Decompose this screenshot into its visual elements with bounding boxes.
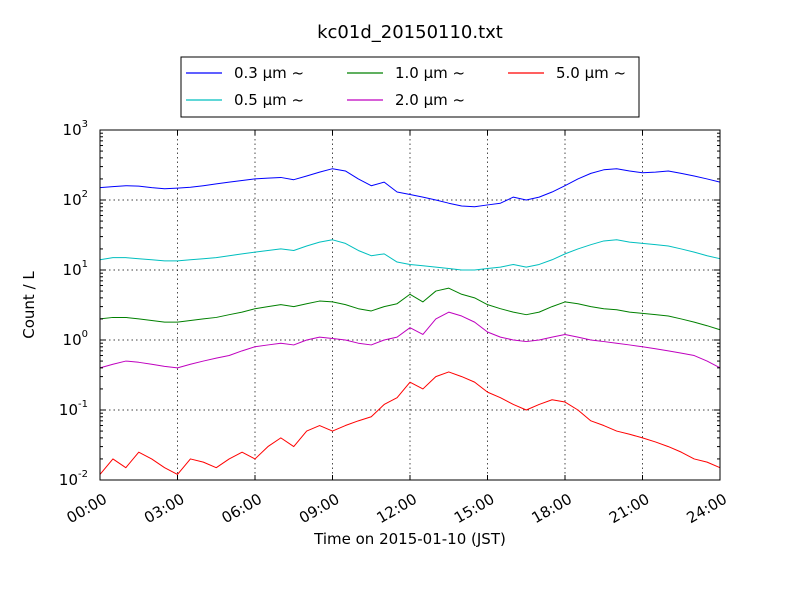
legend-label: 2.0 μm ~ <box>395 91 465 109</box>
y-tick-label: 102 <box>63 189 88 209</box>
y-axis-label: Count / L <box>20 271 38 339</box>
legend-item: 0.5 μm ~ <box>186 91 304 109</box>
series-line-4 <box>99 371 721 475</box>
chart-title: kc01d_20150110.txt <box>317 22 503 43</box>
legend-box <box>180 56 640 118</box>
legend: 0.3 μm ~ 0.5 μm ~ 1.0 μm ~ 2.0 μm ~ 5.0 μm ~ <box>180 56 640 118</box>
axis-ticks <box>99 129 721 481</box>
y-tick-label: 103 <box>63 119 88 139</box>
y-tick-label: 100 <box>63 329 88 349</box>
legend-label: 0.5 μm ~ <box>234 91 304 109</box>
series-line-0 <box>99 168 721 208</box>
series-line-3 <box>99 311 721 369</box>
legend-item: 0.3 μm ~ <box>186 64 304 82</box>
y-tick-label: 10-1 <box>59 399 88 419</box>
series-line-1 <box>99 239 721 271</box>
legend-item: 2.0 μm ~ <box>347 91 465 109</box>
legend-label: 0.3 μm ~ <box>234 64 304 82</box>
y-tick-labels: 10-2 10-1 100 101 102 103 <box>59 119 88 489</box>
legend-item: 5.0 μm ~ <box>508 64 626 82</box>
legend-label: 5.0 μm ~ <box>556 64 626 82</box>
y-tick-label: 10-2 <box>59 469 88 489</box>
legend-item: 1.0 μm ~ <box>347 64 465 82</box>
x-axis-label: Time on 2015-01-10 (JST) <box>313 530 506 548</box>
y-tick-label: 101 <box>63 259 88 279</box>
series-group <box>99 168 721 475</box>
legend-label: 1.0 μm ~ <box>395 64 465 82</box>
series-line-2 <box>99 287 721 331</box>
